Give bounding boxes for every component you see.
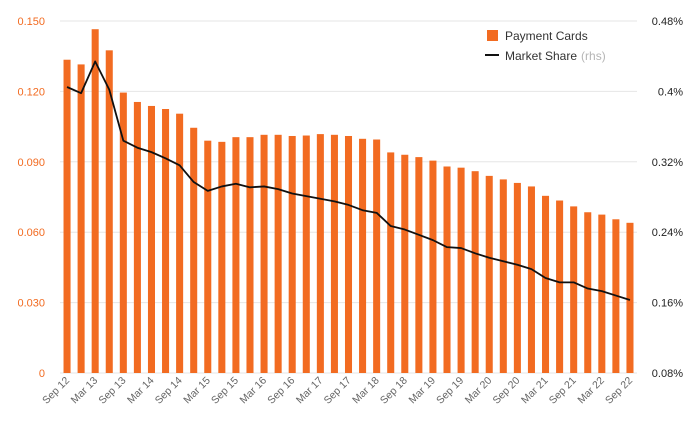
legend-swatch-payment-cards: [487, 30, 498, 41]
bar-payment-cards: [556, 200, 564, 373]
x-tick-label: Sep 13: [96, 375, 128, 407]
left-tick-label: 0.150: [17, 16, 45, 28]
bar-layer: [63, 29, 634, 374]
x-tick-label: Sep 21: [547, 375, 579, 407]
left-tick-label: 0.030: [17, 298, 45, 310]
legend-market-share-suffix: (rhs): [581, 49, 606, 63]
right-tick-label: 0.16%: [652, 298, 683, 310]
bar-payment-cards: [499, 179, 507, 373]
bar-payment-cards: [232, 137, 240, 373]
bar-payment-cards: [387, 152, 395, 373]
x-tick-label: Mar 14: [125, 375, 157, 407]
x-tick-label: Mar 17: [294, 375, 326, 407]
x-tick-label: Mar 18: [350, 375, 382, 407]
bar-payment-cards: [429, 160, 437, 373]
left-axis: 0 0.030 0.060 0.090 0.120 0.150: [17, 16, 45, 380]
bar-payment-cards: [77, 64, 85, 373]
x-tick-label: Mar 20: [463, 375, 495, 407]
bar-payment-cards: [190, 127, 198, 374]
x-tick-label: Sep 20: [490, 375, 522, 407]
x-tick-label: Mar 22: [575, 375, 607, 407]
x-tick-label: Mar 16: [238, 375, 270, 407]
x-tick-label: Mar 21: [519, 375, 551, 407]
x-tick-label: Sep 14: [153, 375, 185, 407]
right-tick-label: 0.48%: [652, 16, 683, 28]
bar-payment-cards: [513, 182, 521, 373]
right-axis: 0.08% 0.16% 0.24% 0.32% 0.4% 0.48%: [652, 16, 683, 380]
x-tick-label: Mar 13: [69, 375, 101, 407]
bar-payment-cards: [542, 195, 550, 373]
left-tick-label: 0: [39, 368, 45, 380]
bar-payment-cards: [401, 154, 409, 373]
bar-payment-cards: [288, 135, 296, 373]
left-tick-label: 0.060: [17, 227, 45, 239]
bar-payment-cards: [373, 139, 381, 373]
bar-payment-cards: [302, 135, 310, 373]
right-tick-label: 0.4%: [658, 86, 683, 98]
legend-market-share-name: Market Share: [505, 49, 577, 63]
right-tick-label: 0.24%: [652, 227, 683, 239]
x-tick-label: Sep 19: [434, 375, 466, 407]
bar-payment-cards: [119, 92, 127, 373]
x-tick-label: Mar 19: [406, 375, 438, 407]
bar-payment-cards: [218, 141, 226, 373]
bar-payment-cards: [147, 105, 155, 373]
bar-payment-cards: [485, 175, 493, 373]
bar-payment-cards: [246, 137, 254, 373]
line-market-share: [66, 60, 631, 301]
bar-payment-cards: [162, 109, 170, 373]
bar-payment-cards: [570, 206, 578, 373]
bar-payment-cards: [274, 134, 282, 373]
bar-payment-cards: [443, 166, 451, 373]
line-layer: [66, 60, 631, 301]
bar-payment-cards: [204, 140, 212, 373]
bar-payment-cards: [626, 222, 634, 373]
bar-payment-cards: [471, 171, 479, 373]
bar-payment-cards: [415, 157, 423, 373]
legend-label-payment-cards: Payment Cards: [505, 29, 588, 43]
x-tick-label: Sep 17: [322, 375, 354, 407]
bar-payment-cards: [316, 134, 324, 373]
bar-payment-cards: [344, 135, 353, 373]
bar-payment-cards: [63, 59, 71, 373]
bar-payment-cards: [176, 113, 184, 373]
x-tick-label: Mar 15: [181, 375, 213, 407]
left-tick-label: 0.090: [17, 157, 45, 169]
bar-payment-cards: [598, 214, 606, 373]
x-tick-label: Sep 18: [378, 375, 410, 407]
x-tick-label: Sep 15: [209, 375, 241, 407]
bar-payment-cards: [260, 134, 268, 373]
bar-payment-cards: [330, 134, 338, 373]
bar-payment-cards: [133, 101, 141, 374]
bar-payment-cards: [527, 186, 535, 373]
x-tick-label: Sep 16: [265, 375, 297, 407]
bar-payment-cards: [105, 50, 113, 373]
left-tick-label: 0.120: [17, 86, 45, 98]
bar-payment-cards: [584, 212, 592, 373]
legend-label-market-share: Market Share (rhs): [505, 49, 606, 63]
bar-payment-cards: [91, 29, 99, 374]
bar-payment-cards: [457, 167, 465, 373]
bar-payment-cards: [359, 138, 367, 373]
legend: Payment Cards Market Share (rhs): [485, 29, 606, 63]
x-tick-label: Sep 22: [603, 375, 635, 407]
right-tick-label: 0.08%: [652, 368, 683, 380]
right-tick-label: 0.32%: [652, 157, 683, 169]
